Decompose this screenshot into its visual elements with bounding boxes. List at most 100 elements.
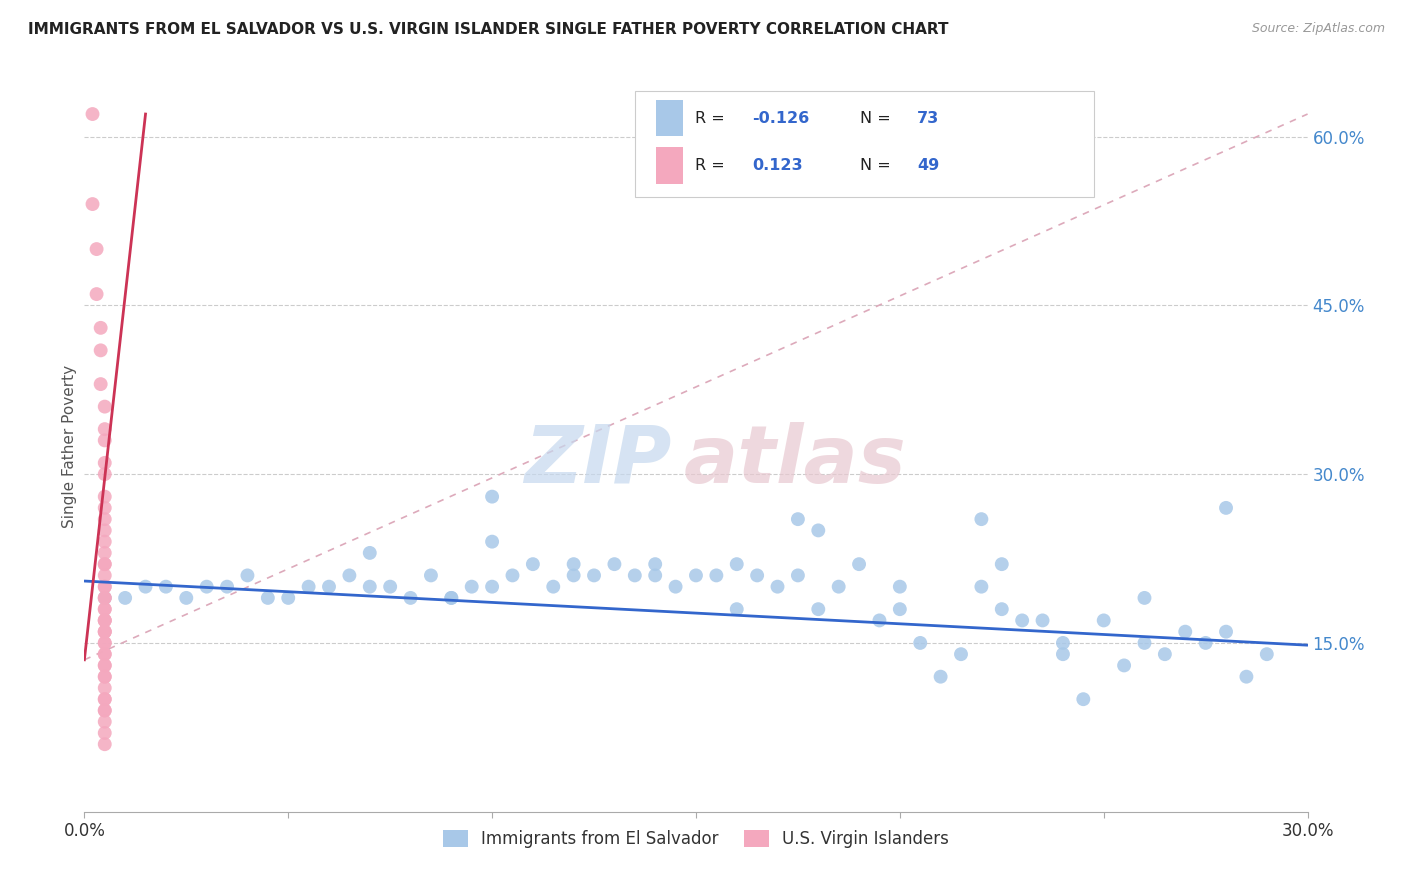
Point xyxy=(380,580,402,594)
Point xyxy=(93,591,115,605)
Point xyxy=(82,107,104,121)
Point xyxy=(828,580,851,594)
Point xyxy=(93,434,115,448)
Point xyxy=(93,557,115,571)
Text: -0.126: -0.126 xyxy=(752,111,810,126)
Point xyxy=(90,343,112,358)
Point xyxy=(114,591,136,605)
Point xyxy=(93,624,115,639)
Point xyxy=(93,490,115,504)
Point xyxy=(93,703,115,717)
Point xyxy=(644,568,666,582)
Point xyxy=(807,524,830,538)
Point xyxy=(583,568,606,582)
Point xyxy=(991,557,1014,571)
Point xyxy=(318,580,340,594)
Point xyxy=(93,467,115,482)
Point xyxy=(440,591,463,605)
FancyBboxPatch shape xyxy=(655,100,682,136)
Point xyxy=(195,580,218,594)
Point xyxy=(1133,636,1156,650)
Point xyxy=(257,591,280,605)
Point xyxy=(787,568,810,582)
Point xyxy=(747,568,769,582)
Point xyxy=(461,580,484,594)
FancyBboxPatch shape xyxy=(636,91,1094,197)
Point xyxy=(93,737,115,751)
Point xyxy=(502,568,524,582)
Point xyxy=(174,591,197,605)
Point xyxy=(93,714,115,729)
Point xyxy=(93,647,115,661)
Point xyxy=(1195,636,1218,650)
Point xyxy=(93,670,115,684)
Point xyxy=(603,557,626,571)
Point xyxy=(1052,647,1074,661)
Point xyxy=(1052,636,1074,650)
Point xyxy=(481,490,503,504)
Point xyxy=(93,647,115,661)
Point xyxy=(93,591,115,605)
Point xyxy=(543,580,565,594)
Point xyxy=(685,568,707,582)
Point xyxy=(93,591,115,605)
Text: 0.123: 0.123 xyxy=(752,158,803,173)
Point xyxy=(1133,591,1156,605)
Point xyxy=(725,602,748,616)
Point xyxy=(787,512,810,526)
Point xyxy=(399,591,422,605)
Point xyxy=(848,557,870,571)
Point xyxy=(766,580,789,594)
Point xyxy=(644,557,666,571)
Point xyxy=(93,602,115,616)
Point xyxy=(359,580,381,594)
Point xyxy=(1092,614,1115,628)
Point xyxy=(359,546,381,560)
Point xyxy=(135,580,157,594)
Point xyxy=(1154,647,1177,661)
Text: 73: 73 xyxy=(917,111,939,126)
Point xyxy=(339,568,361,582)
Point xyxy=(217,580,239,594)
Point xyxy=(970,512,993,526)
Point xyxy=(481,580,503,594)
Text: ZIP: ZIP xyxy=(524,422,672,500)
Point xyxy=(236,568,259,582)
Point xyxy=(90,321,112,335)
Legend: Immigrants from El Salvador, U.S. Virgin Islanders: Immigrants from El Salvador, U.S. Virgin… xyxy=(436,823,956,855)
Point xyxy=(481,534,503,549)
Point xyxy=(93,534,115,549)
Point xyxy=(90,377,112,392)
Point xyxy=(93,456,115,470)
Point xyxy=(93,546,115,560)
Point xyxy=(277,591,299,605)
Point xyxy=(93,726,115,740)
Point xyxy=(1236,670,1258,684)
Text: R =: R = xyxy=(695,158,730,173)
Point xyxy=(807,602,830,616)
Point xyxy=(93,681,115,695)
Point xyxy=(93,658,115,673)
Point xyxy=(93,580,115,594)
Point xyxy=(93,670,115,684)
Point xyxy=(665,580,688,594)
Point xyxy=(86,242,108,256)
Point xyxy=(93,602,115,616)
Point xyxy=(1011,614,1033,628)
Point xyxy=(950,647,973,661)
Point xyxy=(93,692,115,706)
Point xyxy=(929,670,952,684)
Point xyxy=(910,636,932,650)
Point xyxy=(93,658,115,673)
Point xyxy=(93,614,115,628)
Point xyxy=(1174,624,1197,639)
Text: 49: 49 xyxy=(917,158,939,173)
Point xyxy=(93,422,115,436)
Point xyxy=(562,568,585,582)
Point xyxy=(93,500,115,515)
Text: Source: ZipAtlas.com: Source: ZipAtlas.com xyxy=(1251,22,1385,36)
Point xyxy=(889,602,911,616)
Point xyxy=(93,624,115,639)
Point xyxy=(93,524,115,538)
Point xyxy=(155,580,177,594)
